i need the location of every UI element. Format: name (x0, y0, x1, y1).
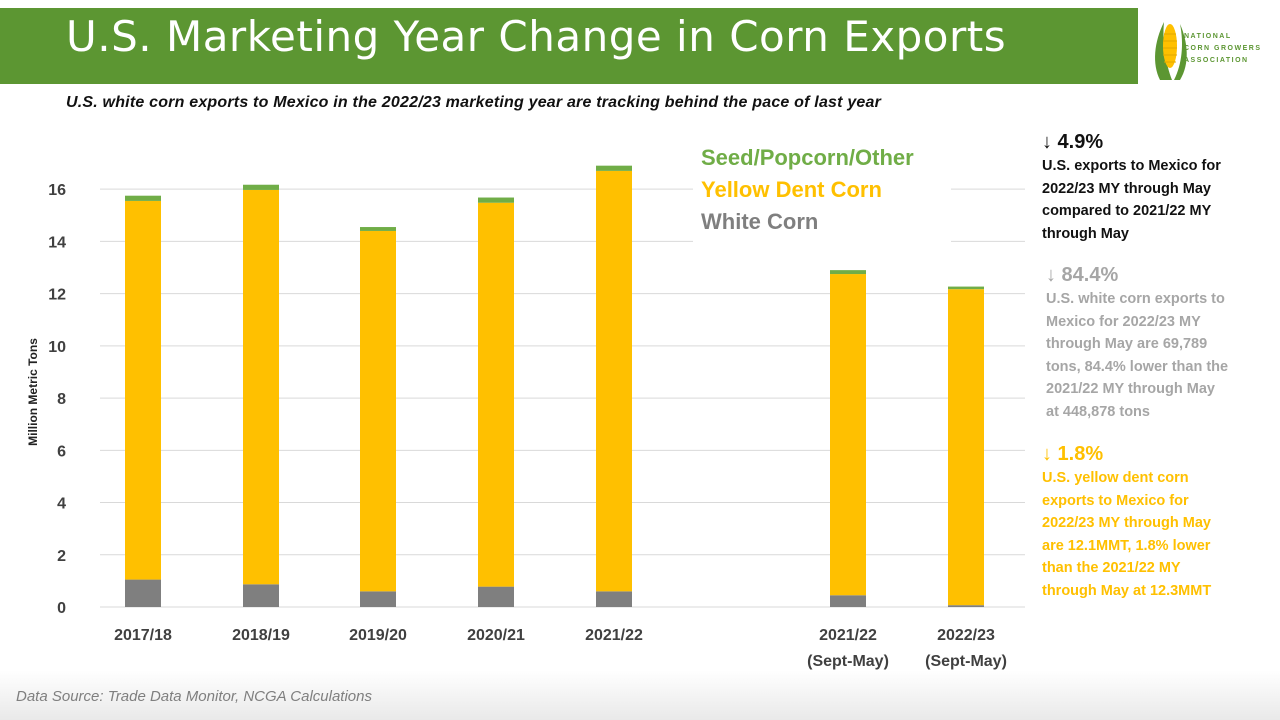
bar-segment-yellow-dent-corn (360, 230, 396, 592)
bar-segment-yellow-dent-corn (125, 200, 161, 580)
bar-segment-seed-popcorn-other (125, 195, 161, 201)
y-tick-label: 6 (57, 443, 66, 460)
bar-segment-white-corn (948, 605, 984, 607)
x-tick-label: 2022/23 (937, 627, 995, 644)
stat-yellow-desc-line: exports to Mexico for (1042, 492, 1189, 509)
stat-white-desc-line: through May are 69,789 (1046, 336, 1208, 352)
y-axis-label: Million Metric Tons (26, 338, 40, 446)
stat-white-desc-line: tons, 84.4% lower than the (1046, 358, 1229, 375)
header-bar (0, 8, 1138, 84)
bar-segment-white-corn (243, 584, 279, 607)
x-tick-label: (Sept-May) (807, 653, 889, 670)
stat-yellow-desc-line: than the 2021/22 MY (1042, 560, 1181, 576)
logo-text: NATIONAL CORN GROWERS ASSOCIATION (1184, 33, 1260, 64)
bar-segment-seed-popcorn-other (478, 197, 514, 203)
stat-yellow-pct: ↓ 1.8% (1042, 443, 1104, 465)
footer-background (0, 670, 1280, 720)
header-bar-fold (1118, 8, 1138, 84)
bar-segment-white-corn (125, 579, 161, 607)
logo-text-line-3: ASSOCIATION (1184, 57, 1249, 64)
bar-segment-white-corn (596, 591, 632, 607)
stat-total-desc-line: 2022/23 MY through May (1042, 180, 1211, 197)
x-tick-label: 2021/22 (585, 627, 643, 644)
stat-yellow-desc: U.S. yellow dent corn exports to Mexico … (1042, 467, 1272, 602)
data-source: Data Source: Trade Data Monitor, NCGA Ca… (16, 688, 372, 705)
x-tick-label: (Sept-May) (925, 653, 1007, 670)
stat-white-desc-line: Mexico for 2022/23 MY (1046, 313, 1201, 330)
y-tick-label: 10 (48, 339, 66, 356)
bar-segment-yellow-dent-corn (830, 274, 866, 596)
y-tick-label: 4 (57, 496, 66, 513)
y-tick-label: 2 (57, 548, 66, 565)
bar-segment-seed-popcorn-other (830, 270, 866, 275)
x-tick-label: 2018/19 (232, 627, 290, 644)
stat-total-exports: ↓ 4.9% U.S. exports to Mexico for 2022/2… (1042, 129, 1272, 245)
bar-segment-yellow-dent-corn (478, 202, 514, 587)
stat-total-desc-line: U.S. exports to Mexico for (1042, 158, 1221, 174)
x-tick-label: 2021/22 (819, 627, 877, 644)
stat-white-desc-line: 2021/22 MY through May (1046, 381, 1215, 397)
corn-logo-icon (1155, 22, 1187, 80)
stat-yellow-desc-line: through May at 12.3MMT (1042, 582, 1212, 599)
x-tick-label: 2017/18 (114, 627, 172, 644)
bar-segment-white-corn (830, 595, 866, 607)
logo-text-line-2: CORN GROWERS (1184, 45, 1260, 52)
x-tick-label: 2020/21 (467, 627, 525, 644)
stat-white-corn: ↓ 84.4% U.S. white corn exports to Mexic… (1046, 262, 1276, 423)
stat-total-pct: ↓ 4.9% (1042, 131, 1104, 153)
y-tick-label: 14 (48, 234, 66, 251)
bar-segment-white-corn (478, 586, 514, 607)
chart-subtitle: U.S. white corn exports to Mexico in the… (66, 94, 882, 111)
stat-total-desc-line: compared to 2021/22 MY (1042, 203, 1212, 219)
bar-segment-white-corn (360, 591, 396, 607)
bar-segment-seed-popcorn-other (243, 184, 279, 190)
stat-white-desc-line: U.S. white corn exports to (1046, 291, 1225, 307)
stat-white-desc: U.S. white corn exports to Mexico for 20… (1046, 288, 1276, 423)
y-tick-label: 8 (57, 391, 66, 408)
stacked-bar-chart: 0 2 4 6 8 10 12 14 16 2017/18 2018/19 2019/20 2020/2… (48, 165, 1025, 670)
y-tick-label: 12 (48, 287, 66, 304)
legend-item-yellow-dent-corn: Yellow Dent Corn (701, 177, 882, 202)
bar-segment-seed-popcorn-other (596, 165, 632, 171)
logo-text-line-1: NATIONAL (1184, 33, 1232, 40)
bar-segment-yellow-dent-corn (596, 170, 632, 592)
stat-total-desc: U.S. exports to Mexico for 2022/23 MY th… (1042, 155, 1272, 245)
stat-yellow-desc-line: are 12.1MMT, 1.8% lower (1042, 537, 1211, 554)
x-tick-label: 2019/20 (349, 627, 407, 644)
stat-yellow-dent: ↓ 1.8% U.S. yellow dent corn exports to … (1042, 441, 1272, 602)
y-tick-label: 16 (48, 182, 66, 199)
legend-item-seed-popcorn-other: Seed/Popcorn/Other (701, 145, 914, 170)
stat-yellow-desc-line: 2022/23 MY through May (1042, 515, 1211, 531)
bar-segment-seed-popcorn-other (360, 227, 396, 231)
stat-yellow-desc-line: U.S. yellow dent corn (1042, 470, 1189, 486)
stat-white-pct: ↓ 84.4% (1046, 264, 1119, 286)
stat-total-desc-line: through May (1042, 225, 1129, 242)
ncga-logo: NATIONAL CORN GROWERS ASSOCIATION (1155, 22, 1260, 80)
y-tick-label: 0 (57, 600, 66, 617)
bar-segment-yellow-dent-corn (243, 189, 279, 585)
stat-white-desc-line: at 448,878 tons (1046, 403, 1150, 420)
bar-segment-yellow-dent-corn (948, 289, 984, 606)
page-title: U.S. Marketing Year Change in Corn Expor… (66, 12, 1007, 61)
bar-segment-seed-popcorn-other (948, 286, 984, 290)
legend-item-white-corn: White Corn (701, 209, 819, 234)
chart-legend: Seed/Popcorn/Other Yellow Dent Corn Whit… (693, 140, 951, 244)
